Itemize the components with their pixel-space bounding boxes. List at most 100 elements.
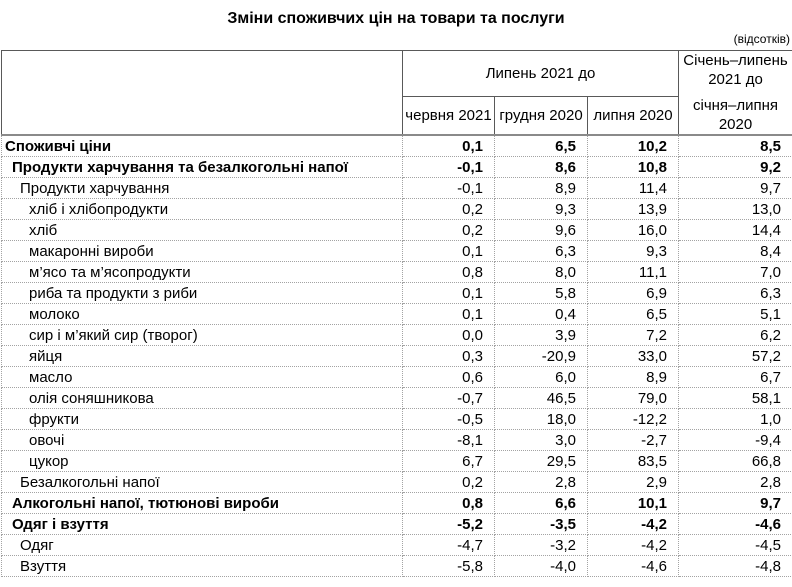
table-row: Продукти харчування -0,1 8,9 11,4 9,7: [1, 177, 792, 199]
column-group-header: Липень 2021 до: [401, 50, 680, 97]
row-value: 9,2: [678, 156, 792, 178]
row-value: -5,8: [402, 555, 495, 577]
table-row: масло 0,6 6,0 8,9 6,7: [1, 366, 792, 388]
unit-note: (відсотків): [733, 32, 790, 46]
row-value: 9,7: [678, 492, 792, 514]
row-value: 0,3: [402, 345, 495, 367]
table-header: Липень 2021 до Січень–липень 2021 до січ…: [1, 50, 792, 136]
table-row: цукор 6,7 29,5 83,5 66,8: [1, 450, 792, 472]
row-label: Взуття: [1, 555, 403, 577]
empty-corner-header-cell: [1, 50, 403, 136]
table-row: Взуття -5,8 -4,0 -4,6 -4,8: [1, 555, 792, 577]
row-value: 58,1: [678, 387, 792, 409]
row-value: 6,5: [494, 134, 588, 157]
row-label: молоко: [1, 303, 403, 325]
table-row: фрукти -0,5 18,0 -12,2 1,0: [1, 408, 792, 430]
row-value: -8,1: [402, 429, 495, 451]
row-label: м’ясо та м’ясопродукти: [1, 261, 403, 283]
row-value: 8,9: [586, 366, 680, 388]
row-value: 9,3: [494, 198, 588, 220]
row-value: 6,6: [494, 492, 588, 514]
row-value: -0,1: [402, 156, 495, 178]
table-row: хліб 0,2 9,6 16,0 14,4: [1, 219, 792, 241]
table-row: овочі -8,1 3,0 -2,7 -9,4: [1, 429, 792, 451]
row-value: -2,7: [586, 429, 680, 451]
row-value: 46,5: [494, 387, 588, 409]
row-value: 6,7: [678, 366, 792, 388]
table-row: Одяг і взуття -5,2 -3,5 -4,2 -4,6: [1, 513, 792, 535]
row-label: масло: [1, 366, 403, 388]
row-label: цукор: [1, 450, 403, 472]
period-header-line-2: січня–липня 2020: [692, 97, 779, 133]
row-label: Продукти харчування: [1, 177, 403, 199]
row-value: 3,0: [494, 429, 588, 451]
row-value: 66,8: [678, 450, 792, 472]
consumer-price-table: Липень 2021 до Січень–липень 2021 до січ…: [1, 50, 792, 577]
column-header-july-2020: липня 2020: [586, 95, 680, 136]
row-value: 0,8: [402, 261, 495, 283]
table-row: олія соняшникова -0,7 46,5 79,0 58,1: [1, 387, 792, 409]
row-value: 6,2: [678, 324, 792, 346]
row-value: 0,1: [402, 240, 495, 262]
row-value: 10,2: [586, 134, 680, 157]
row-value: 6,9: [586, 282, 680, 304]
row-value: 7,0: [678, 261, 792, 283]
row-value: 9,7: [678, 177, 792, 199]
row-value: 0,2: [402, 471, 495, 493]
table-row: Споживчі ціни 0,1 6,5 10,2 8,5: [1, 134, 792, 157]
row-value: -3,5: [494, 513, 588, 535]
row-value: -20,9: [494, 345, 588, 367]
table-row: Безалкогольні напої 0,2 2,8 2,9 2,8: [1, 471, 792, 493]
row-value: 11,4: [586, 177, 680, 199]
row-value: 9,3: [586, 240, 680, 262]
row-value: -9,4: [678, 429, 792, 451]
row-value: -0,1: [402, 177, 495, 199]
row-value: 3,9: [494, 324, 588, 346]
row-value: 11,1: [586, 261, 680, 283]
table-row: Продукти харчування та безалкогольні нап…: [1, 156, 792, 178]
row-label: хліб: [1, 219, 403, 241]
row-value: 8,0: [494, 261, 588, 283]
row-value: 0,4: [494, 303, 588, 325]
table-row: макаронні вироби 0,1 6,3 9,3 8,4: [1, 240, 792, 262]
row-value: -12,2: [586, 408, 680, 430]
row-value: 2,8: [678, 471, 792, 493]
row-value: -4,6: [586, 555, 680, 577]
row-value: 0,2: [402, 219, 495, 241]
row-value: 6,3: [678, 282, 792, 304]
row-value: 8,6: [494, 156, 588, 178]
row-value: 6,5: [586, 303, 680, 325]
table-row: хліб і хлібопродукти 0,2 9,3 13,9 13,0: [1, 198, 792, 220]
row-value: 8,4: [678, 240, 792, 262]
row-value: 13,0: [678, 198, 792, 220]
period-header-line-1: Січень–липень 2021 до: [683, 52, 788, 88]
row-value: 10,8: [586, 156, 680, 178]
row-label: Одяг: [1, 534, 403, 556]
row-value: 79,0: [586, 387, 680, 409]
row-value: 18,0: [494, 408, 588, 430]
table-row: Одяг -4,7 -3,2 -4,2 -4,5: [1, 534, 792, 556]
row-label: Безалкогольні напої: [1, 471, 403, 493]
row-value: -4,8: [678, 555, 792, 577]
row-value: 57,2: [678, 345, 792, 367]
row-label: сир і м’який сир (творог): [1, 324, 403, 346]
row-value: 0,1: [402, 134, 495, 157]
row-value: 13,9: [586, 198, 680, 220]
row-value: 2,9: [586, 471, 680, 493]
row-value: -0,7: [402, 387, 495, 409]
row-value: 16,0: [586, 219, 680, 241]
row-value: 14,4: [678, 219, 792, 241]
row-value: 0,0: [402, 324, 495, 346]
period-column-header: Січень–липень 2021 до січня–липня 2020: [678, 50, 792, 136]
row-label: хліб і хлібопродукти: [1, 198, 403, 220]
row-value: -4,7: [402, 534, 495, 556]
row-value: -4,2: [586, 534, 680, 556]
row-label: Алкогольні напої, тютюнові вироби: [1, 492, 403, 514]
row-value: -4,0: [494, 555, 588, 577]
row-value: -3,2: [494, 534, 588, 556]
row-label: овочі: [1, 429, 403, 451]
row-value: 33,0: [586, 345, 680, 367]
row-label: олія соняшникова: [1, 387, 403, 409]
table-body: Споживчі ціни 0,1 6,5 10,2 8,5 Продукти харчу…: [1, 134, 792, 577]
header-sub-row: червня 2021 грудня 2020 липня 2020: [2, 95, 792, 136]
